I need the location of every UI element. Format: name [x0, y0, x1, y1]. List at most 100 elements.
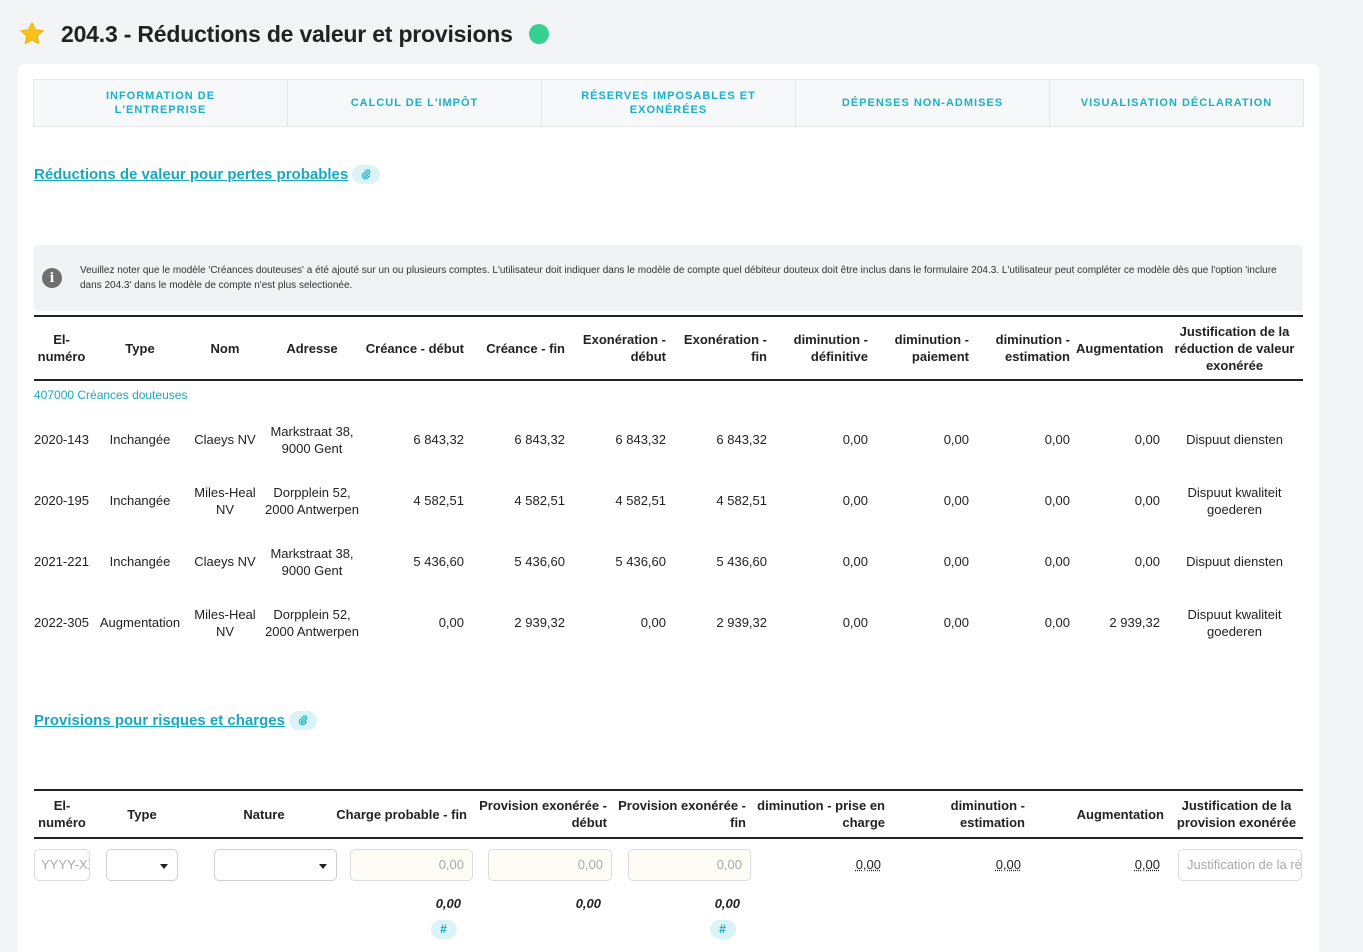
- col-nature[interactable]: Nature: [243, 806, 285, 822]
- cell-el-numero: 2020-195: [34, 493, 89, 508]
- cell-diminution-paiement: 0,00: [943, 493, 969, 508]
- paperclip-icon: [298, 715, 308, 726]
- type-select[interactable]: [106, 848, 178, 881]
- cell-exoneration-fin: 2 939,32: [716, 615, 767, 630]
- col-justification[interactable]: Justification de la provision exonérée: [1176, 798, 1297, 830]
- cell-diminution-paiement: 0,00: [943, 432, 969, 447]
- cell-adresse: Dorpplein 52, 2000 Antwerpen: [265, 606, 359, 639]
- col-nom[interactable]: Nom: [210, 340, 240, 356]
- cell-adresse: Dorpplein 52, 2000 Antwerpen: [265, 484, 359, 517]
- col-type[interactable]: Type: [125, 340, 155, 356]
- cell-nom: Miles-Heal NV: [194, 484, 256, 517]
- diminution-prise-value[interactable]: 0,00: [855, 857, 881, 872]
- el-numero-input[interactable]: YYYY-XXX: [34, 848, 90, 881]
- cell-diminution-estimation: 0,00: [1044, 493, 1070, 508]
- info-text: Veuillez noter que le modèle 'Créances d…: [80, 265, 1277, 291]
- section-title-reductions: Réductions de valeur pour pertes probabl…: [34, 165, 381, 184]
- group-label[interactable]: 407000 Créances douteuses: [34, 387, 188, 402]
- cell-exoneration-fin: 5 436,60: [716, 554, 767, 569]
- cell-exoneration-fin: 6 843,32: [716, 432, 767, 447]
- cell-adresse: Markstraat 38, 9000 Gent: [270, 545, 354, 578]
- col-diminution-prise[interactable]: diminution - prise en charge: [757, 798, 885, 830]
- cell-diminution-definitive: 0,00: [842, 554, 868, 569]
- info-notice: i Veuillez noter que le modèle 'Créances…: [34, 245, 1303, 311]
- section-title-link[interactable]: Réductions de valeur pour pertes probabl…: [34, 166, 349, 183]
- cell-diminution-estimation: 0,00: [1044, 432, 1070, 447]
- table-row[interactable]: 2021-221 Inchangée Claeys NV Markstraat …: [34, 531, 1303, 592]
- attachment-button[interactable]: [352, 165, 381, 184]
- col-exoneration-debut[interactable]: Exonération - début: [582, 332, 666, 364]
- provision-debut-input[interactable]: 0,00: [488, 848, 612, 881]
- table-row[interactable]: 2022-305 Augmentation Miles-Heal NV Dorp…: [34, 592, 1303, 653]
- cell-el-numero: 2020-143: [34, 432, 89, 447]
- cell-diminution-definitive: 0,00: [842, 615, 868, 630]
- col-el-numero[interactable]: El-numéro: [37, 332, 86, 364]
- cell-augmentation: 0,00: [1134, 493, 1160, 508]
- col-charge-probable[interactable]: Charge probable - fin: [336, 806, 467, 822]
- hash-button-provision-fin[interactable]: #: [709, 919, 736, 939]
- augmentation-value[interactable]: 0,00: [1134, 857, 1160, 872]
- col-provision-fin[interactable]: Provision exonérée - fin: [618, 798, 746, 830]
- cell-el-numero: 2022-305: [34, 615, 89, 630]
- table-row[interactable]: 2020-143 Inchangée Claeys NV Markstraat …: [34, 409, 1303, 470]
- col-diminution-estimation[interactable]: diminution - estimation: [950, 798, 1025, 830]
- col-justification[interactable]: Justification de la réduction de valeur …: [1174, 323, 1295, 373]
- col-augmentation[interactable]: Augmentation: [1076, 340, 1164, 356]
- tab-information-entreprise[interactable]: INFORMATION DE L'ENTREPRISE: [34, 80, 288, 126]
- paperclip-icon: [362, 169, 371, 180]
- col-exoneration-fin[interactable]: Exonération - fin: [683, 332, 767, 364]
- cell-creance-debut: 6 843,32: [413, 432, 464, 447]
- hash-button-charge[interactable]: #: [430, 919, 457, 939]
- cell-diminution-estimation: 0,00: [1044, 615, 1070, 630]
- page-header: 204.3 - Réductions de valeur et provisio…: [18, 18, 549, 50]
- col-diminution-definitive[interactable]: diminution - définitive: [793, 332, 868, 364]
- input-row: YYYY-XXX 0,00 0,00: [34, 838, 1303, 890]
- page-title: 204.3 - Réductions de valeur et provisio…: [61, 20, 513, 47]
- cell-creance-fin: 4 582,51: [514, 493, 565, 508]
- tab-visualisation-declaration[interactable]: VISUALISATION DÉCLARATION: [1080, 97, 1273, 109]
- cell-nom: Claeys NV: [194, 432, 256, 447]
- col-adresse[interactable]: Adresse: [286, 340, 338, 356]
- section-title-provisions: Provisions pour risques et charges: [34, 711, 317, 730]
- totals-row: 0,00 0,00 0,00: [34, 890, 1303, 916]
- cell-exoneration-debut: 0,00: [640, 615, 666, 630]
- cell-justification: Dispuut kwaliteit goederen: [1187, 606, 1282, 639]
- cell-nom: Claeys NV: [194, 554, 256, 569]
- tab-depenses-non-admises[interactable]: DÉPENSES NON-ADMISES: [796, 80, 1050, 126]
- main-card: INFORMATION DE L'ENTREPRISE CALCUL DE L'…: [18, 64, 1319, 952]
- cell-augmentation: 0,00: [1134, 554, 1160, 569]
- nature-select[interactable]: [214, 848, 337, 881]
- cell-el-numero: 2021-221: [34, 554, 89, 569]
- col-augmentation[interactable]: Augmentation: [1076, 806, 1164, 822]
- cell-creance-debut: 0,00: [438, 615, 464, 630]
- attachment-button[interactable]: [288, 711, 317, 730]
- hash-row: # #: [34, 916, 1303, 942]
- cell-augmentation: 2 939,32: [1109, 615, 1160, 630]
- col-diminution-paiement[interactable]: diminution - paiement: [894, 332, 969, 364]
- tab-calcul-impot[interactable]: CALCUL DE L'IMPÔT: [288, 80, 542, 126]
- cell-justification: Dispuut kwaliteit goederen: [1187, 484, 1282, 517]
- provision-fin-input[interactable]: 0,00: [628, 848, 751, 881]
- cell-creance-fin: 6 843,32: [514, 432, 565, 447]
- charge-probable-input[interactable]: 0,00: [350, 848, 473, 881]
- col-provision-debut[interactable]: Provision exonérée - début: [479, 798, 607, 830]
- diminution-estimation-value[interactable]: 0,00: [995, 857, 1021, 872]
- cell-diminution-definitive: 0,00: [842, 432, 868, 447]
- total-provision-debut: 0,00: [575, 895, 601, 911]
- cell-exoneration-fin: 4 582,51: [716, 493, 767, 508]
- col-creance-fin[interactable]: Créance - fin: [486, 340, 565, 356]
- col-type[interactable]: Type: [127, 806, 157, 822]
- cell-creance-fin: 2 939,32: [514, 615, 565, 630]
- justification-input[interactable]: Justification de la réduction: [1178, 848, 1302, 881]
- cell-nom: Miles-Heal NV: [194, 606, 256, 639]
- star-icon[interactable]: [18, 20, 46, 48]
- table-row[interactable]: 2020-195 Inchangée Miles-Heal NV Dorpple…: [34, 470, 1303, 531]
- col-el-numero[interactable]: El-numéro: [38, 798, 86, 830]
- tab-reserves[interactable]: RÉSERVES IMPOSABLES ET EXONÉRÉES: [542, 80, 796, 126]
- group-row: 407000 Créances douteuses: [34, 380, 1303, 409]
- total-charge: 0,00: [435, 895, 461, 911]
- cell-exoneration-debut: 5 436,60: [615, 554, 666, 569]
- col-diminution-estimation[interactable]: diminution - estimation: [995, 332, 1070, 364]
- section-title-link[interactable]: Provisions pour risques et charges: [34, 712, 285, 729]
- col-creance-debut[interactable]: Créance - début: [365, 340, 464, 356]
